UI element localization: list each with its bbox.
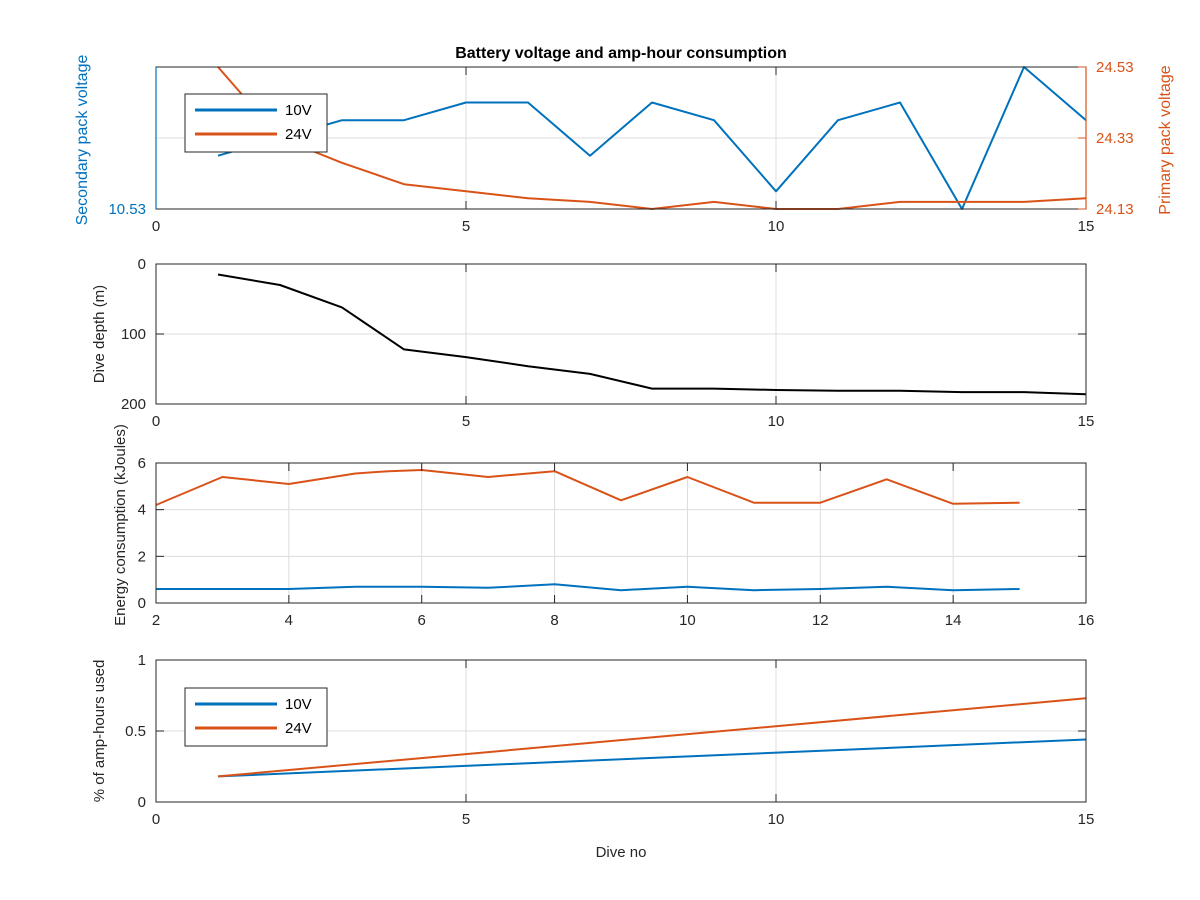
x-tick-label: 0 (152, 218, 160, 235)
series-line-10v (217, 738, 1087, 778)
x-tick-label: 10 (768, 413, 785, 430)
y-right-tick-label: 24.53 (1096, 59, 1134, 76)
series-line-series-1 (156, 583, 1020, 592)
x-axis-label: Dive no (596, 844, 647, 861)
legend-label-10v: 10V (285, 102, 312, 119)
chart-title: Battery voltage and amp-hour consumption (455, 45, 787, 62)
x-tick-label: 14 (945, 612, 962, 629)
x-tick-label: 5 (462, 811, 470, 828)
y-tick-label: 100 (121, 326, 146, 343)
y-axis-label: Energy consumption (kJoules) (112, 424, 129, 626)
y-tick-label: 0 (138, 595, 146, 612)
y-tick-label: 1 (138, 652, 146, 669)
panel-4: 0 5 10 15 0 0.5 1 % of amp-hours used Dive no 10V… (91, 652, 1094, 861)
y-tick-label: 4 (138, 502, 146, 519)
x-tick-label: 16 (1078, 612, 1095, 629)
x-tick-label: 0 (152, 413, 160, 430)
panel-2: 0 5 10 15 0 100 200 Dive depth (m) (91, 256, 1094, 430)
x-tick-label: 0 (152, 811, 160, 828)
axes-frame (155, 462, 1087, 604)
x-tick-label: 15 (1078, 811, 1095, 828)
series-line-series-2 (155, 469, 1020, 506)
x-tick-label: 5 (462, 218, 470, 235)
legend-box (184, 687, 328, 747)
legend-box (184, 93, 328, 153)
x-tick-label: 2 (152, 612, 160, 629)
y-right-tick-label: 24.33 (1096, 130, 1134, 147)
series-line-24v (217, 697, 1087, 778)
y-tick-label: 0 (138, 794, 146, 811)
y-tick-label: 2 (138, 548, 146, 565)
y-tick-label: 6 (138, 455, 146, 472)
x-tick-label: 10 (768, 218, 785, 235)
x-tick-label: 8 (550, 612, 558, 629)
y-axis-label: Dive depth (m) (91, 285, 108, 383)
legend-label-24v: 24V (285, 126, 312, 143)
panel-1: 0 5 10 15 10.53 24.13 24.33 24.53 Secondary pack… (74, 55, 1174, 235)
x-tick-label: 10 (768, 811, 785, 828)
y-tick-label: 10.53 (108, 201, 146, 218)
series-line-10v (217, 66, 1087, 210)
y-axis-label-right: Primary pack voltage (1157, 65, 1174, 214)
plot-area (156, 463, 1086, 603)
y-tick-label: 200 (121, 396, 146, 413)
x-tick-label: 5 (462, 413, 470, 430)
y-tick-label: 0.5 (125, 723, 146, 740)
x-tick-label: 12 (812, 612, 829, 629)
y-tick-label: 0 (138, 256, 146, 273)
y-right-tick-label: 24.13 (1096, 201, 1134, 218)
x-tick-label: 10 (679, 612, 696, 629)
x-tick-label: 15 (1078, 413, 1095, 430)
legend-label-24v: 24V (285, 720, 312, 737)
x-tick-label: 4 (285, 612, 293, 629)
y-axis-label-left: Secondary pack voltage (74, 55, 91, 226)
x-tick-label: 6 (418, 612, 426, 629)
x-tick-label: 15 (1078, 218, 1095, 235)
series-line-depth (217, 273, 1087, 396)
y-axis-label: % of amp-hours used (91, 660, 108, 803)
legend-label-10v: 10V (285, 696, 312, 713)
